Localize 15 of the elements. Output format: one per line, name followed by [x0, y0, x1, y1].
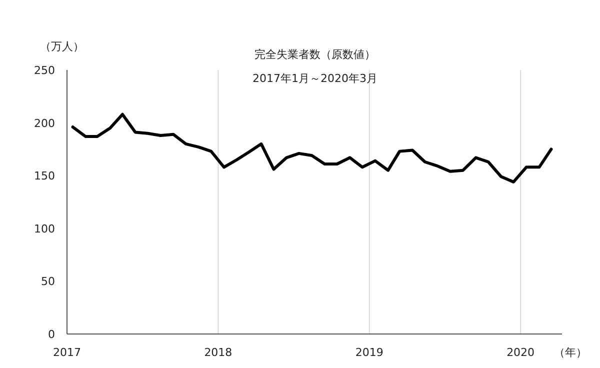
y-tick-label: 250 — [34, 64, 55, 77]
y-axis-title: （万人） — [40, 40, 84, 53]
x-axis-title: （年） — [554, 346, 587, 359]
x-tick-label: 2017 — [53, 346, 81, 359]
y-tick-label: 200 — [34, 116, 55, 130]
y-tick-label: 100 — [34, 222, 55, 236]
y-tick-label: 0 — [48, 328, 55, 341]
x-tick-label: 2018 — [204, 346, 232, 359]
chart-subtitle: 2017年1月～2020年3月 — [252, 72, 378, 85]
y-tick-label: 150 — [34, 170, 55, 183]
line-series — [71, 112, 553, 184]
y-tick-label: 50 — [41, 275, 55, 288]
x-tick-label: 2020 — [506, 346, 535, 359]
chart-title: 完全失業者数（原数値） — [254, 48, 376, 61]
x-tick-label: 2019 — [355, 346, 384, 359]
